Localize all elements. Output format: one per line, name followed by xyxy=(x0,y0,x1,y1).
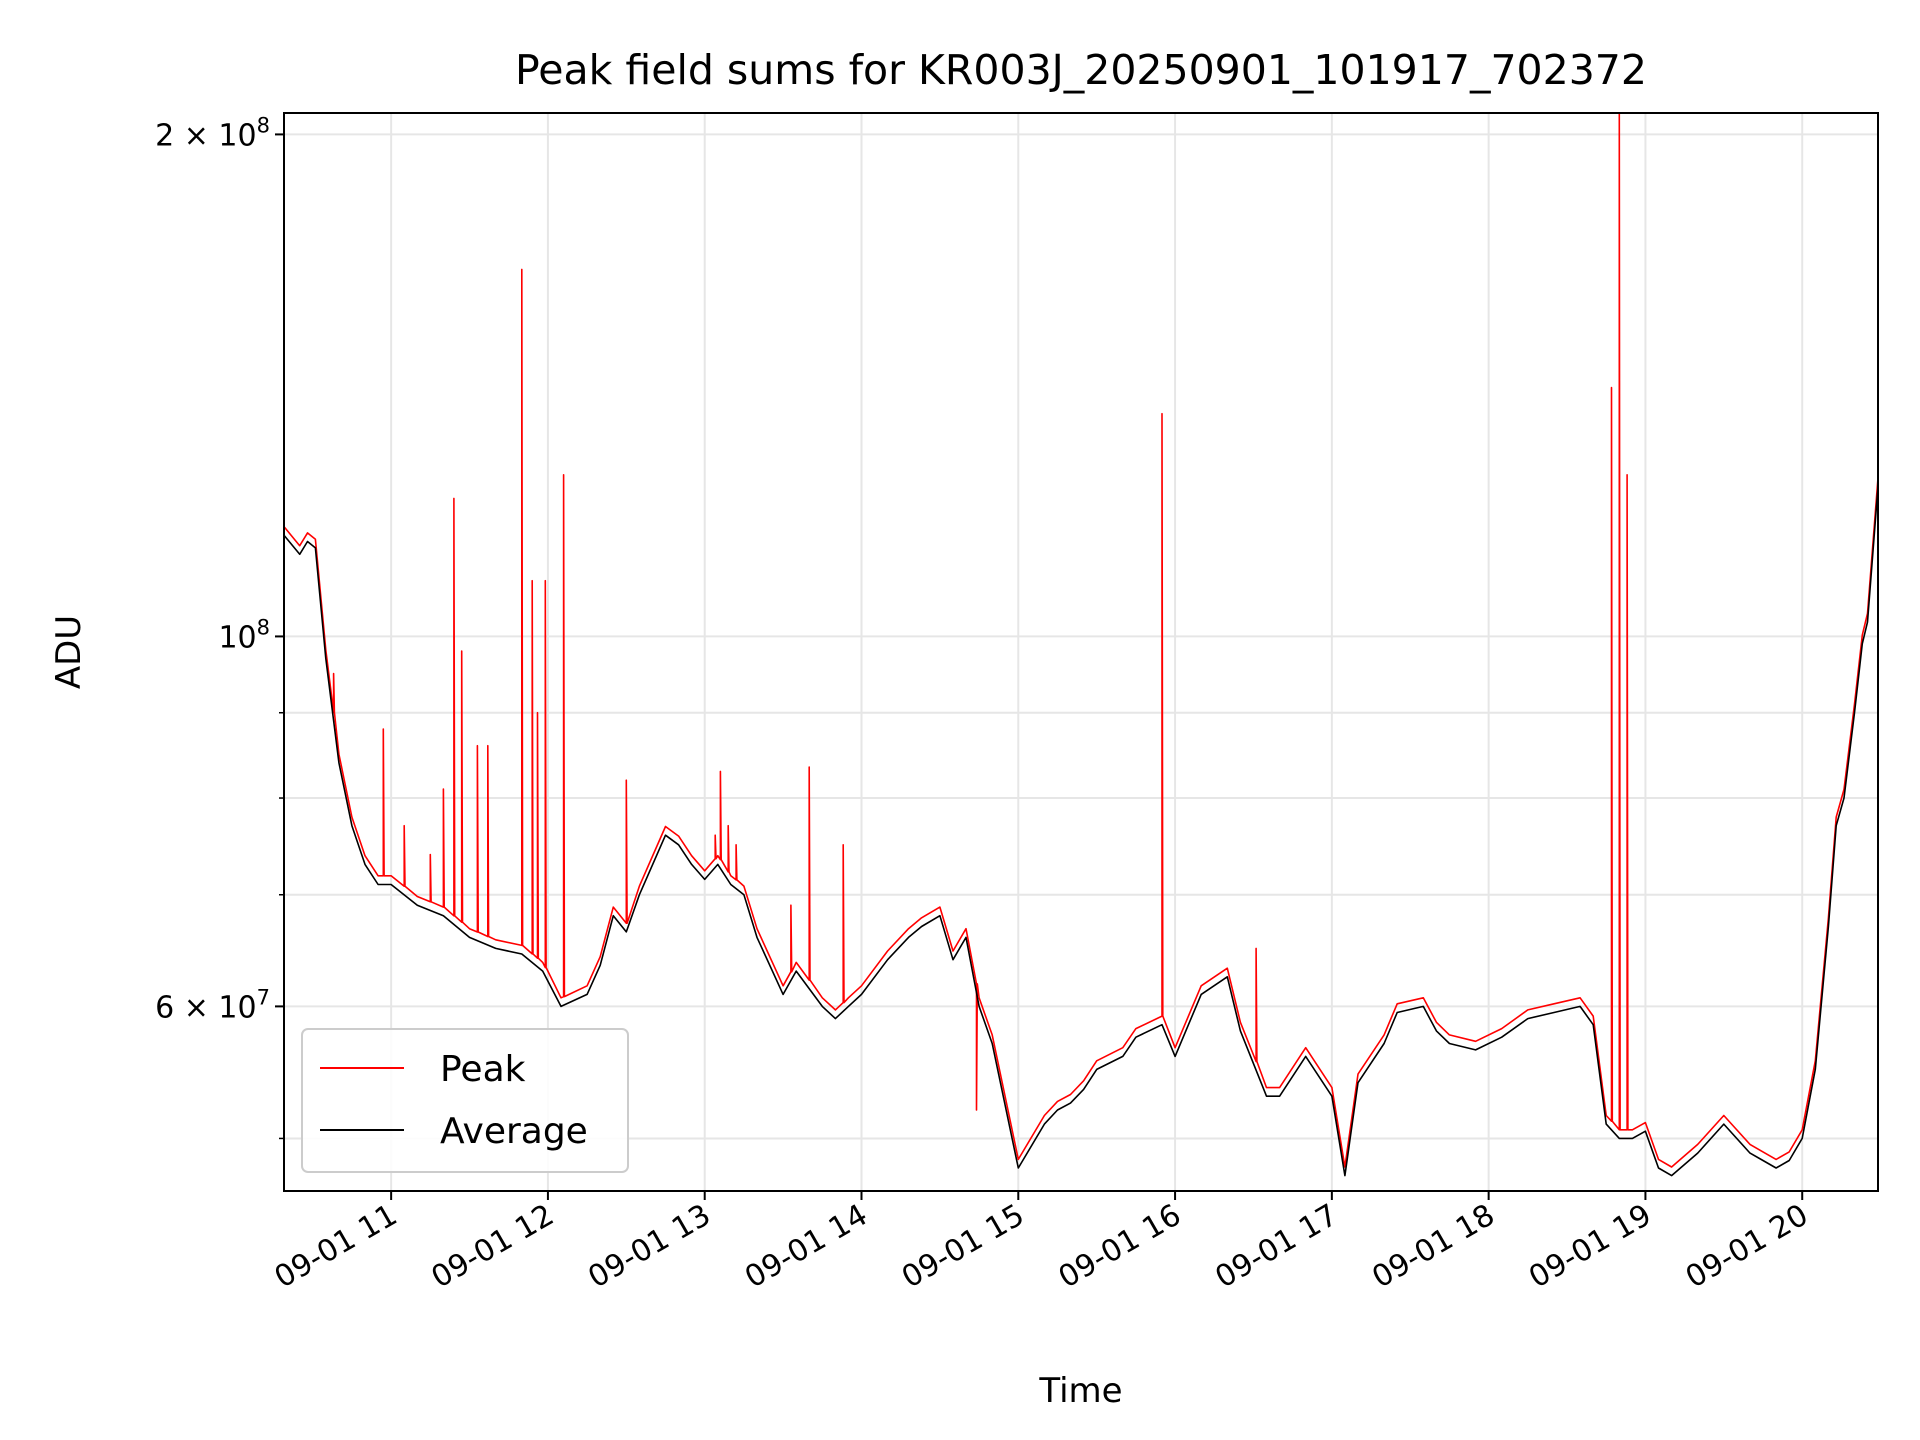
y-tick-label: 6 × 107 xyxy=(155,985,270,1025)
x-axis-label: Time xyxy=(1038,1371,1122,1411)
series-line-average xyxy=(283,486,1879,1177)
legend: Peak Average xyxy=(301,1028,629,1173)
legend-box xyxy=(301,1028,629,1173)
y-axis-label: ADU xyxy=(49,615,89,689)
y-tick-label: 108 xyxy=(218,615,270,655)
axes-frame xyxy=(283,112,1879,1192)
grid xyxy=(284,113,1878,1191)
chart-title: Peak field sums for KR003J_20250901_1019… xyxy=(515,46,1647,94)
legend-label-peak: Peak xyxy=(440,1049,526,1090)
legend-label-average: Average xyxy=(440,1111,588,1152)
plot-area xyxy=(283,112,1879,1177)
y-tick-label: 2 × 108 xyxy=(155,113,270,153)
series-line-peak xyxy=(283,112,1879,1168)
